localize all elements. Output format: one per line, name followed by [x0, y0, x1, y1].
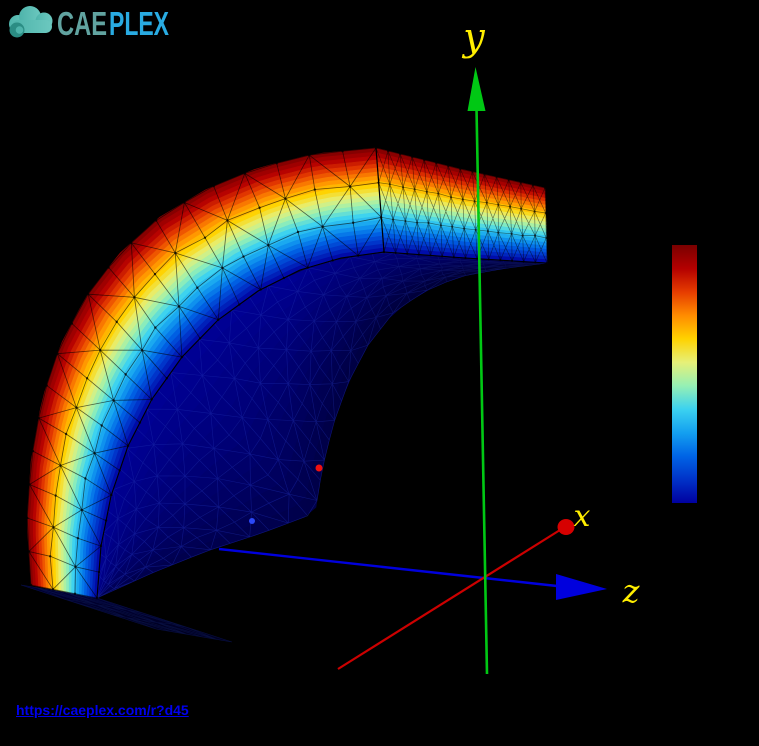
- cloud-icon: [9, 6, 53, 38]
- logo-text-cae: CAE: [57, 5, 107, 42]
- x-axis-label: x: [574, 499, 591, 534]
- y-axis-label: y: [461, 15, 485, 59]
- sector-face-mesh: [26, 146, 386, 600]
- axes-triad: [218, 67, 607, 675]
- y-axis-arrowhead: [467, 67, 486, 111]
- y-axis-line: [475, 107, 489, 675]
- red-point-marker: [315, 464, 323, 472]
- result-colorbar: [672, 245, 697, 503]
- logo-text-plex: PLEX: [109, 5, 169, 42]
- x-axis-arrowhead: [557, 519, 575, 535]
- colorbar-gradient: [672, 245, 697, 503]
- z-axis-line: [218, 547, 558, 588]
- z-axis-label: z: [622, 572, 641, 610]
- sector-extrusion-edge: [375, 147, 385, 253]
- blue-point-marker: [249, 518, 255, 524]
- share-link[interactable]: https://caeplex.com/r?d45: [16, 702, 189, 718]
- caeplex-logo[interactable]: CAE PLEX: [9, 5, 169, 42]
- bottom-end-face-mesh: [20, 584, 233, 643]
- z-axis-arrowhead: [556, 574, 607, 600]
- x-axis-line: [337, 529, 561, 670]
- extruded-face-mesh: [374, 146, 549, 265]
